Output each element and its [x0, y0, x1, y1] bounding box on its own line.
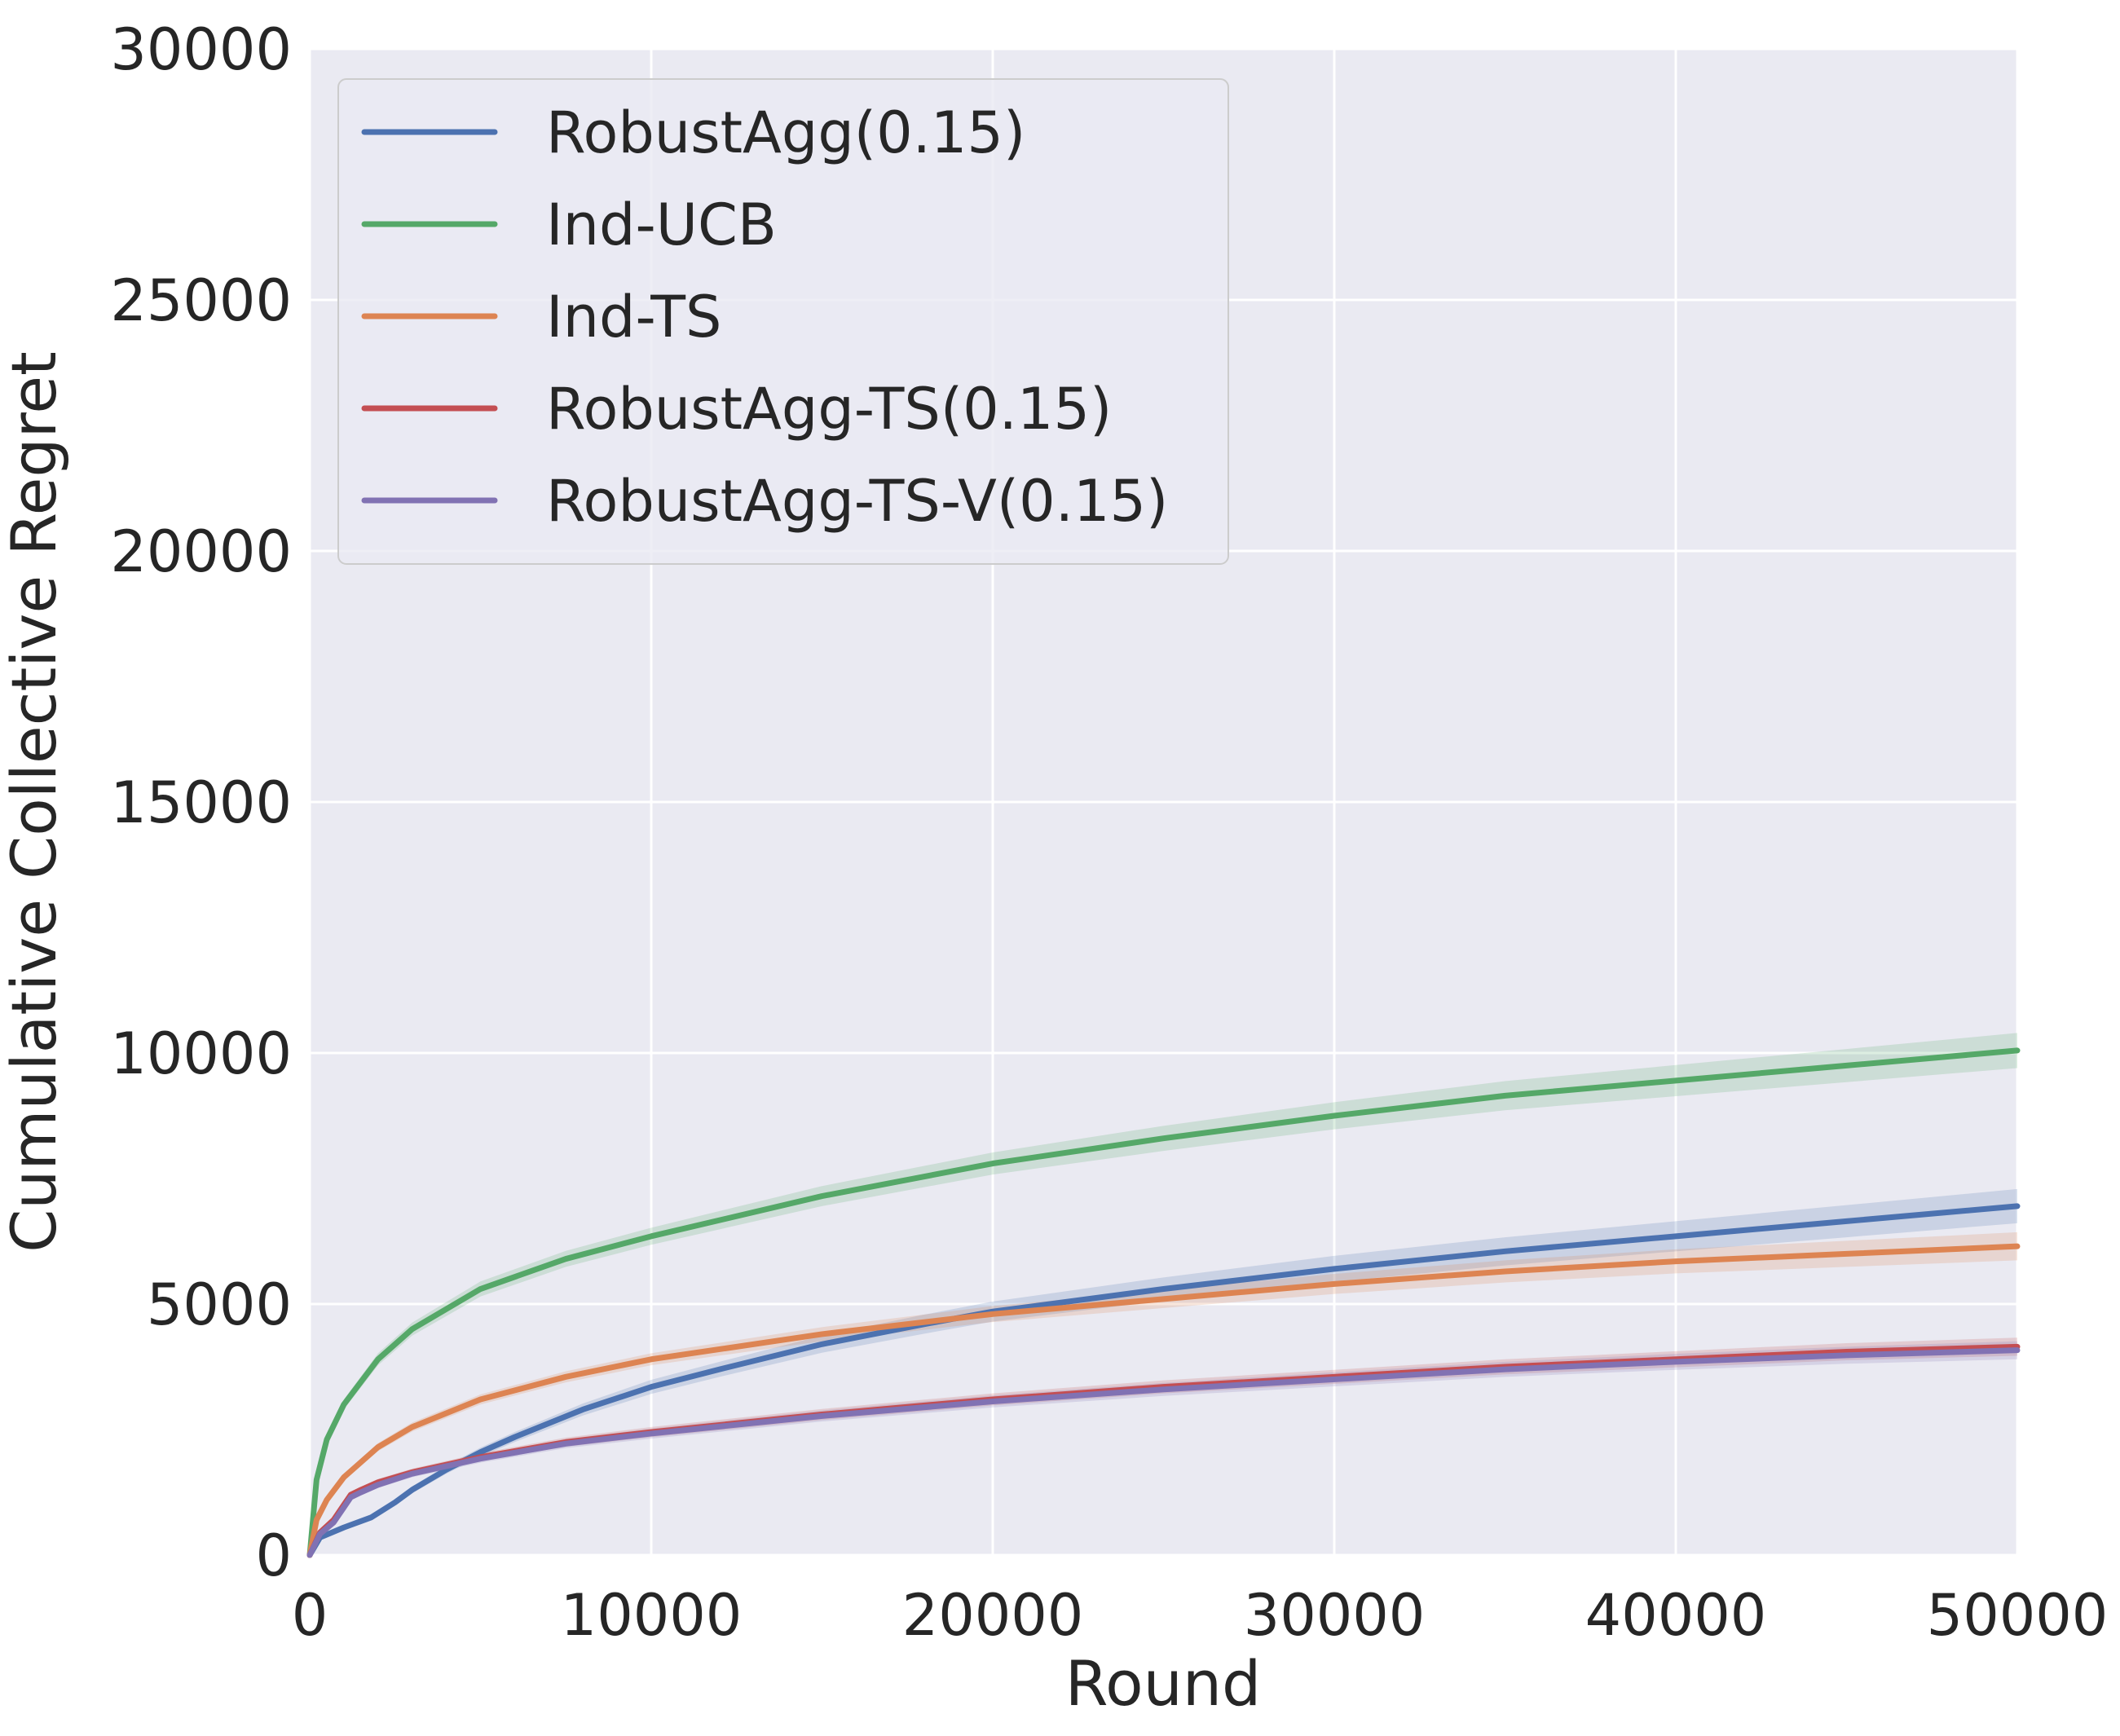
legend-label: Ind-UCB [546, 192, 777, 258]
series-lines [306, 1047, 2021, 1558]
y-tick-label: 15000 [110, 769, 292, 836]
x-tick-label: 50000 [1927, 1582, 2109, 1649]
legend-label: RobustAgg-TS(0.15) [546, 376, 1112, 443]
legend-label: RobustAgg(0.15) [546, 99, 1025, 166]
legend-box [337, 78, 1229, 565]
y-tick-label: 10000 [110, 1020, 292, 1087]
y-tick-label: 20000 [110, 518, 292, 585]
x-tick-label: 30000 [1244, 1582, 1426, 1649]
x-tick-label: 20000 [902, 1582, 1084, 1649]
legend-label: RobustAgg-TS-V(0.15) [546, 468, 1168, 535]
series-band [310, 1341, 2017, 1555]
series-band [310, 1188, 2017, 1555]
series-line [306, 1047, 2021, 1558]
y-tick-label: 25000 [110, 267, 292, 334]
y-tick-labels: 0 5000 10000 15000 20000 25000 30000 [110, 16, 292, 1589]
y-tick-label: 5000 [147, 1271, 292, 1338]
y-axis-title: Cumulative Collective Regret [0, 351, 70, 1253]
x-tick-labels: 0 10000 20000 30000 40000 50000 [292, 1582, 2109, 1649]
series-line [306, 1347, 2021, 1558]
legend: RobustAgg(0.15) Ind-UCB Ind-TS RobustAgg-TS… [337, 78, 1229, 565]
y-tick-label: 0 [255, 1522, 292, 1589]
x-tick-label: 10000 [561, 1582, 743, 1649]
series-line [306, 1203, 2021, 1558]
x-tick-label: 40000 [1585, 1582, 1767, 1649]
y-tick-label: 30000 [110, 16, 292, 83]
x-tick-label: 0 [292, 1582, 328, 1649]
legend-label: Ind-TS [546, 284, 721, 350]
series-band [310, 1337, 2017, 1555]
series-line [306, 1243, 2021, 1558]
x-axis-title: Round [1065, 1647, 1261, 1720]
